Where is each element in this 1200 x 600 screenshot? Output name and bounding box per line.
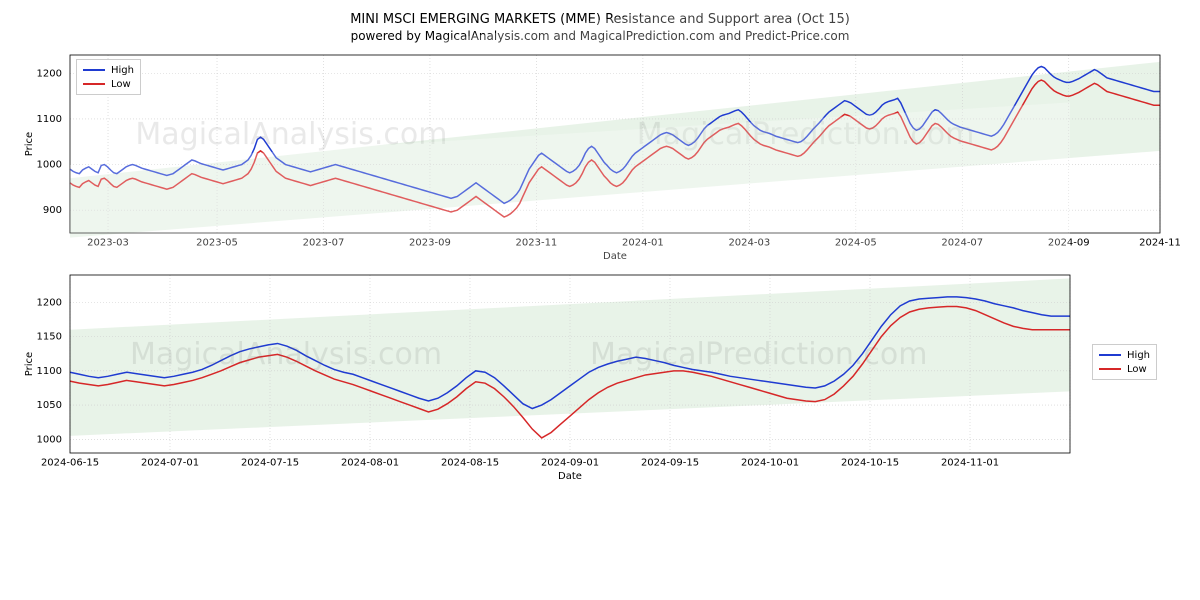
x-axis-label: Date <box>558 471 582 482</box>
legend-label: Low <box>111 79 131 90</box>
y-tick-label: 1100 <box>37 366 62 377</box>
legend-swatch <box>1099 368 1121 370</box>
x-tick-label: 2024-10-01 <box>741 457 799 468</box>
bottom-chart-panel: 100010501100115012002024-06-152024-07-01… <box>15 269 1165 453</box>
x-tick-label: 2024-10-15 <box>841 457 899 468</box>
x-tick-label: 2024-09-15 <box>641 457 699 468</box>
y-tick-label: 1000 <box>37 434 62 445</box>
x-tick-label: 2024-06-15 <box>41 457 99 468</box>
y-axis-label: Price <box>24 352 35 376</box>
x-tick-label: 2024-07-15 <box>241 457 299 468</box>
y-tick-label: 1200 <box>37 68 62 79</box>
y-tick-label: 1100 <box>37 114 62 125</box>
x-tick-label: 2024-09-01 <box>541 457 599 468</box>
legend-label: High <box>1127 350 1150 361</box>
legend-label: High <box>111 65 134 76</box>
legend-label: Low <box>1127 364 1147 375</box>
x-tick-label: 2024-11-01 <box>941 457 999 468</box>
x-tick-label: 2024-07-01 <box>141 457 199 468</box>
y-tick-label: 900 <box>43 205 62 216</box>
y-tick-label: 1050 <box>37 400 62 411</box>
x-tick-label: 2024-11 <box>1139 237 1181 248</box>
x-tick-label: 2024-08-01 <box>341 457 399 468</box>
legend-swatch <box>83 69 105 71</box>
y-tick-label: 1000 <box>37 160 62 171</box>
y-axis-label: Price <box>24 132 35 156</box>
y-tick-label: 1200 <box>37 297 62 308</box>
legend: High Low <box>1092 344 1157 380</box>
legend-swatch <box>1099 354 1121 356</box>
x-tick-label: 2024-08-15 <box>441 457 499 468</box>
legend-swatch <box>83 83 105 85</box>
legend: High Low <box>76 59 141 95</box>
y-tick-label: 1150 <box>37 332 62 343</box>
